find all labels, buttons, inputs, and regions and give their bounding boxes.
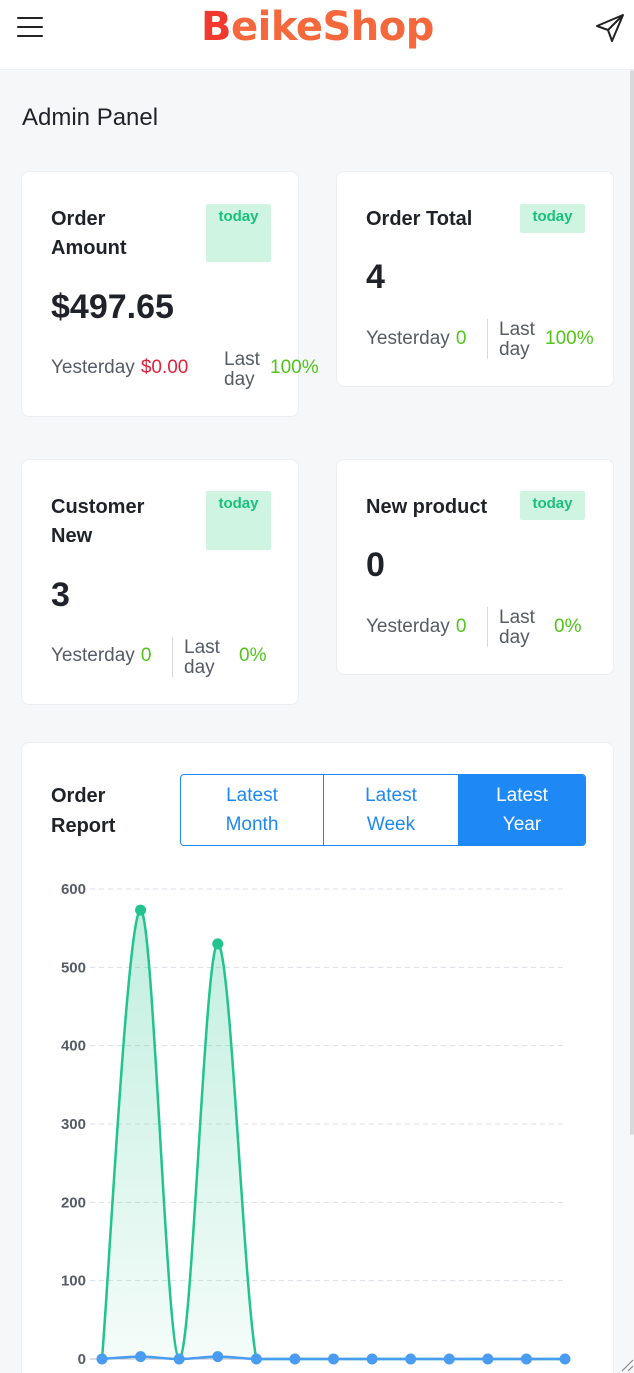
yesterday-value: 0	[455, 328, 467, 349]
y-tick-label: 0	[78, 1351, 86, 1368]
new-product-value: 0	[366, 546, 385, 584]
y-tick-label: 500	[61, 959, 86, 976]
yesterday-value: $0.00	[140, 357, 189, 378]
data-point	[520, 1353, 532, 1365]
y-tick-label: 600	[61, 881, 86, 898]
yesterday-stat: Yesterday 0	[366, 328, 466, 350]
card-title: Order Total	[366, 208, 473, 230]
yesterday-label: Yesterday	[51, 357, 135, 378]
order-report-chart: 0 100 200 300 400 500 600	[61, 881, 571, 1368]
last-day-line: Last	[499, 319, 535, 340]
series-area	[102, 910, 565, 1359]
last-day-label: Last day	[224, 350, 260, 390]
yesterday-stat: Yesterday 0	[51, 645, 151, 667]
data-point	[559, 1353, 571, 1365]
data-point	[173, 1353, 185, 1365]
divider	[172, 637, 173, 677]
last-day-line: day	[499, 339, 530, 360]
data-point	[443, 1353, 455, 1365]
tab-label: Latest	[496, 785, 548, 806]
today-badge: today	[206, 491, 271, 550]
card-title: Customer New	[51, 493, 144, 551]
data-point	[289, 1353, 301, 1365]
page-scrollbar[interactable]	[630, 70, 634, 1135]
order-amount-card: Order Amount today $497.65 Yesterday $0.0…	[21, 171, 319, 417]
new-product-card: New product today 0 Yesterday 0 Last day …	[336, 459, 614, 675]
logo-text: eikeShop	[231, 4, 434, 50]
data-point	[212, 938, 224, 950]
send-icon[interactable]	[594, 12, 626, 44]
today-badge: today	[520, 491, 585, 520]
tab-label: Month	[225, 814, 279, 835]
data-point	[250, 1353, 262, 1365]
tab-latest-year[interactable]: Latest Year	[458, 775, 585, 845]
last-day-label: Last day	[184, 638, 220, 678]
last-day-percent: 0%	[554, 616, 582, 637]
yesterday-stat: Yesterday $0.00	[51, 357, 188, 379]
last-day-percent: 100%	[545, 328, 594, 349]
data-point	[482, 1353, 494, 1365]
report-title: Order Report	[51, 781, 115, 841]
data-point	[328, 1353, 339, 1365]
order-amount-value: $497.65	[51, 288, 174, 326]
tab-latest-week[interactable]: Latest Week	[323, 775, 458, 845]
today-badge: today	[206, 204, 271, 262]
last-day-line: Last	[499, 607, 535, 628]
card-title-line: Order	[51, 208, 106, 230]
card-title-line: New	[51, 525, 93, 547]
data-point	[405, 1353, 417, 1365]
logo[interactable]: BeikeShop	[201, 4, 434, 50]
report-title-line: Order	[51, 785, 106, 807]
yesterday-value: 0	[455, 616, 467, 637]
yesterday-stat: Yesterday 0	[366, 616, 466, 638]
card-title: Order Amount	[51, 205, 127, 263]
order-total-value: 4	[366, 258, 385, 296]
resize-handle-icon[interactable]	[620, 1358, 634, 1372]
data-point	[96, 1353, 108, 1365]
series-line	[100, 908, 565, 1361]
data-point	[135, 904, 147, 916]
card-title-line: Amount	[51, 237, 127, 259]
order-report-card: Order Report Latest Month Latest Week Late…	[21, 742, 614, 1373]
tab-label: Latest	[365, 785, 417, 806]
last-day-line: day	[184, 657, 215, 678]
menu-icon[interactable]	[17, 17, 43, 39]
report-title-line: Report	[51, 815, 116, 837]
last-day-label: Last day	[499, 608, 535, 648]
customer-new-card: Customer New today 3 Yesterday 0 Last day…	[21, 459, 299, 705]
tab-label: Week	[366, 814, 416, 835]
y-tick-label: 100	[61, 1273, 86, 1290]
tab-label: Year	[502, 814, 542, 835]
yesterday-label: Yesterday	[51, 645, 135, 666]
page-title: Admin Panel	[22, 104, 159, 131]
order-total-card: Order Total today 4 Yesterday 0 Last day …	[336, 171, 614, 387]
data-point	[135, 1351, 147, 1363]
logo-letter: B	[201, 4, 232, 50]
yesterday-label: Yesterday	[366, 616, 450, 637]
last-day-percent: 0%	[239, 645, 267, 666]
data-point	[212, 1351, 224, 1363]
yesterday-label: Yesterday	[366, 328, 450, 349]
divider	[487, 607, 488, 647]
y-tick-label: 400	[61, 1038, 86, 1055]
yesterday-value: 0	[140, 645, 152, 666]
report-range-tabs: Latest Month Latest Week Latest Year	[180, 774, 586, 846]
last-day-line: day	[499, 627, 530, 648]
last-day-line: day	[224, 369, 255, 390]
today-badge: today	[520, 204, 585, 233]
card-title-line: Customer	[51, 496, 145, 518]
divider	[487, 319, 488, 359]
tab-label: Latest	[226, 785, 278, 806]
card-title: New product	[366, 496, 488, 518]
top-bar: BeikeShop	[0, 0, 634, 70]
last-day-line: Last	[184, 637, 220, 658]
last-day-label: Last day	[499, 320, 535, 360]
y-tick-label: 200	[61, 1194, 86, 1211]
customer-new-value: 3	[51, 576, 70, 614]
y-tick-label: 300	[61, 1116, 86, 1133]
last-day-line: Last	[224, 349, 260, 370]
last-day-percent: 100%	[270, 357, 319, 378]
tab-latest-month[interactable]: Latest Month	[181, 775, 323, 845]
data-point	[366, 1353, 378, 1365]
